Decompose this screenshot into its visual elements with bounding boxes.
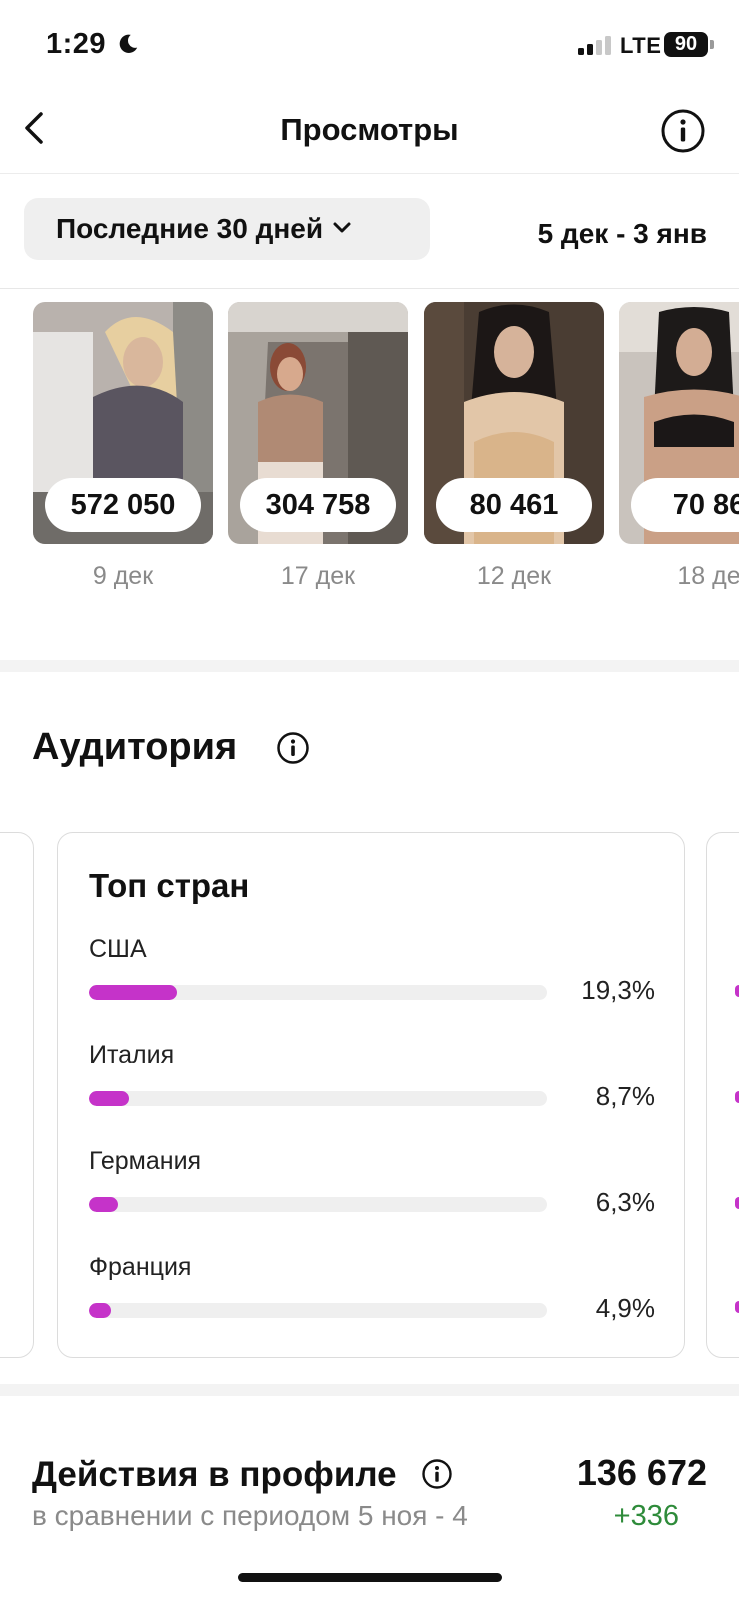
country-bar-fill xyxy=(89,985,178,1000)
nav-header: Просмотры xyxy=(0,92,739,174)
post-views: 572 050 xyxy=(45,478,201,532)
signal-icon xyxy=(578,35,614,55)
post-date: 9 дек xyxy=(92,562,154,590)
audience-title: Аудитория xyxy=(32,726,238,768)
post-date: 12 дек xyxy=(476,562,552,590)
country-row: Франция 4,9% xyxy=(89,1253,655,1343)
side-bar-indicator xyxy=(735,985,739,997)
side-bar-indicator xyxy=(735,1091,739,1103)
moon-icon xyxy=(119,34,138,53)
card-title: Топ стран xyxy=(89,867,250,904)
status-time: 1:29 xyxy=(46,28,107,60)
country-percent: 19,3% xyxy=(581,975,655,1005)
profile-actions-comparison: в сравнении с периодом 5 ноя - 4 xyxy=(32,1500,468,1531)
side-bar-indicator xyxy=(735,1301,739,1313)
period-label: Последние 30 дней xyxy=(56,213,324,244)
top-countries-card: Топ стран США 19,3% Италия 8,7% Германия… xyxy=(57,832,685,1358)
post-views: 80 461 xyxy=(436,478,592,532)
info-icon[interactable] xyxy=(660,108,706,154)
chevron-down-icon xyxy=(333,222,351,233)
post-date: 17 дек xyxy=(280,562,356,590)
profile-actions-delta: +336 xyxy=(613,1500,679,1532)
post-views: 304 758 xyxy=(240,478,396,532)
country-bar-fill xyxy=(89,1091,129,1106)
country-bar-track xyxy=(89,1303,547,1318)
info-icon[interactable] xyxy=(276,731,310,765)
post-date: 18 де xyxy=(677,562,739,590)
post-views: 70 86 xyxy=(631,478,739,532)
info-icon[interactable] xyxy=(421,1458,453,1490)
battery-icon: 90 xyxy=(664,32,708,57)
audience-card-next[interactable] xyxy=(706,832,739,1358)
post-card[interactable]: 70 86 xyxy=(619,302,739,544)
country-name: Германия xyxy=(89,1147,202,1175)
page-title: Просмотры xyxy=(280,112,459,147)
country-name: США xyxy=(89,935,147,963)
country-percent: 4,9% xyxy=(595,1293,655,1323)
chevron-left-icon[interactable] xyxy=(14,106,58,150)
country-bar-track xyxy=(89,985,547,1000)
country-percent: 6,3% xyxy=(595,1187,655,1217)
profile-actions-value: 136 672 xyxy=(576,1452,707,1493)
post-card[interactable]: 304 758 xyxy=(228,302,408,544)
date-range: 5 дек - 3 янв xyxy=(537,218,707,249)
status-bar: 1:29 LTE 90 xyxy=(0,0,739,92)
period-dropdown[interactable]: Последние 30 дней xyxy=(24,198,430,260)
country-row: Германия 6,3% xyxy=(89,1147,655,1237)
side-bar-indicator xyxy=(735,1197,739,1209)
battery-cap xyxy=(710,40,714,49)
country-bar-fill xyxy=(89,1303,112,1318)
post-card[interactable]: 80 461 xyxy=(424,302,604,544)
country-bar-fill xyxy=(89,1197,118,1212)
country-name: Италия xyxy=(89,1041,175,1069)
country-row: США 19,3% xyxy=(89,935,655,1025)
country-bar-track xyxy=(89,1197,547,1212)
country-percent: 8,7% xyxy=(595,1081,655,1111)
section-divider xyxy=(0,1384,739,1396)
divider xyxy=(0,288,739,289)
top-posts-carousel[interactable]: 572 050 9 дек 304 758 17 дек xyxy=(0,302,739,612)
network-label: LTE xyxy=(620,33,662,58)
country-name: Франция xyxy=(89,1253,192,1281)
country-row: Италия 8,7% xyxy=(89,1041,655,1131)
section-divider xyxy=(0,660,739,672)
home-indicator[interactable] xyxy=(238,1573,502,1582)
profile-actions-title: Действия в профиле xyxy=(32,1455,397,1494)
country-bar-track xyxy=(89,1091,547,1106)
post-card[interactable]: 572 050 xyxy=(33,302,213,544)
audience-card-previous[interactable] xyxy=(0,832,34,1358)
